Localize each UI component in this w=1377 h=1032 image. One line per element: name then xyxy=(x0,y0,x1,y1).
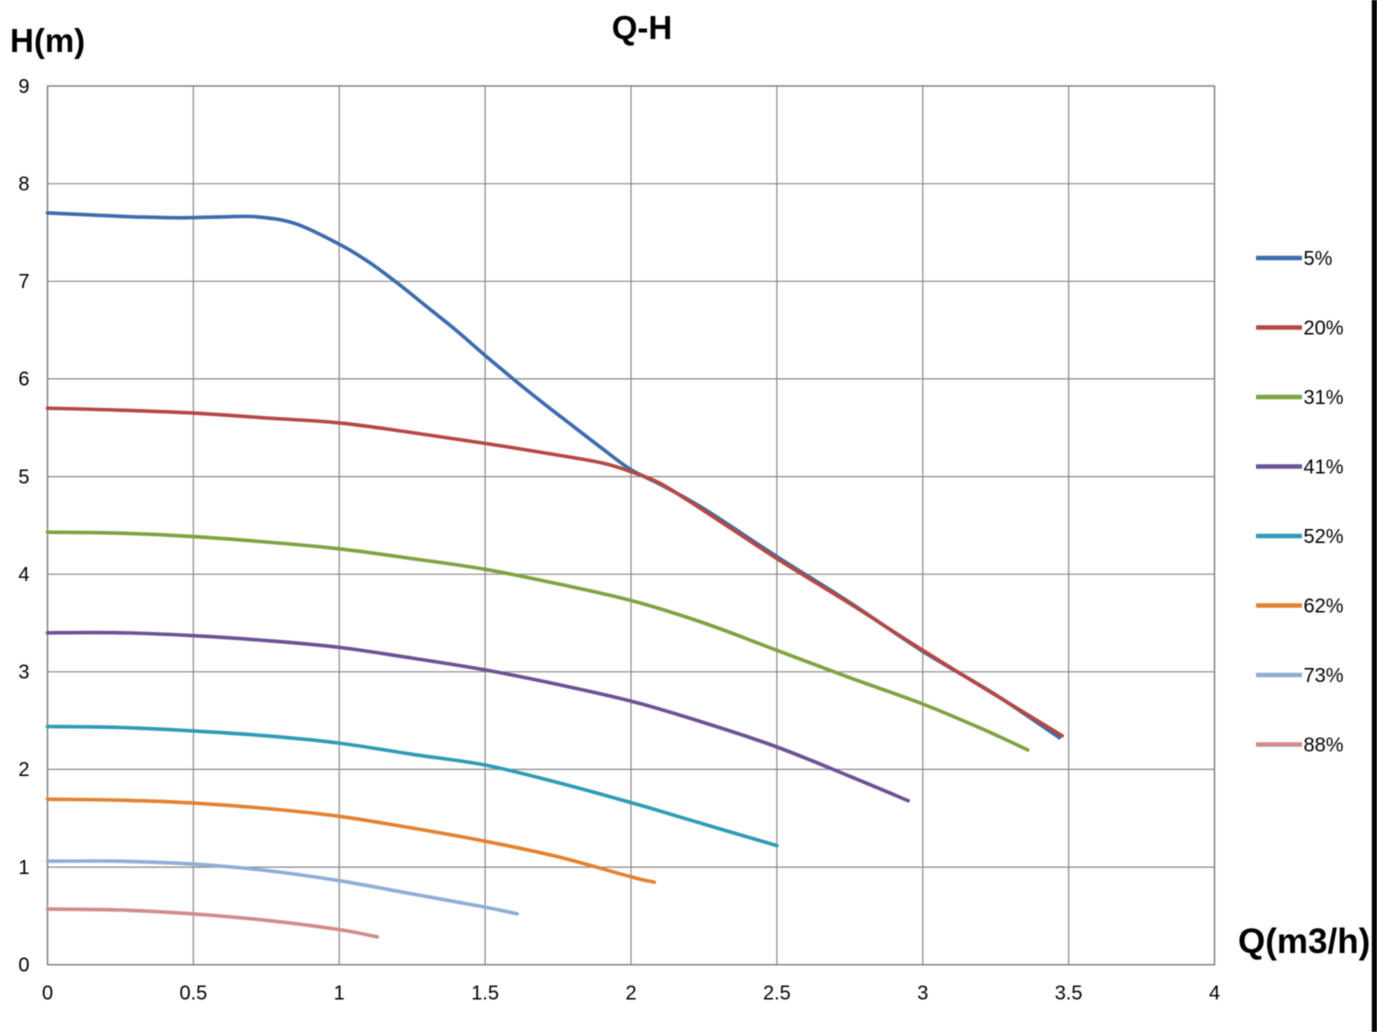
svg-text:41%: 41% xyxy=(1304,457,1344,479)
svg-text:4: 4 xyxy=(18,564,29,586)
svg-text:62%: 62% xyxy=(1304,596,1344,618)
svg-text:20%: 20% xyxy=(1304,318,1344,340)
svg-text:0: 0 xyxy=(42,983,53,1005)
svg-text:3.5: 3.5 xyxy=(1055,983,1083,1005)
svg-text:0.5: 0.5 xyxy=(179,983,207,1005)
svg-text:4: 4 xyxy=(1209,983,1220,1005)
svg-text:52%: 52% xyxy=(1304,526,1344,548)
svg-text:2.5: 2.5 xyxy=(763,983,791,1005)
svg-text:0: 0 xyxy=(18,955,29,977)
svg-text:7: 7 xyxy=(18,271,29,293)
svg-text:88%: 88% xyxy=(1304,735,1344,757)
svg-text:1: 1 xyxy=(334,983,345,1005)
svg-text:8: 8 xyxy=(18,174,29,196)
svg-text:5%: 5% xyxy=(1304,248,1333,270)
svg-text:H(m): H(m) xyxy=(10,22,85,59)
svg-text:2: 2 xyxy=(18,759,29,781)
svg-text:Q(m3/h): Q(m3/h) xyxy=(1238,922,1370,961)
svg-text:Q-H: Q-H xyxy=(612,9,673,46)
svg-text:1.5: 1.5 xyxy=(471,983,499,1005)
svg-text:6: 6 xyxy=(18,369,29,391)
svg-text:1: 1 xyxy=(18,857,29,879)
svg-text:2: 2 xyxy=(625,983,636,1005)
svg-text:5: 5 xyxy=(18,466,29,488)
svg-text:3: 3 xyxy=(18,662,29,684)
svg-text:73%: 73% xyxy=(1304,665,1344,687)
svg-text:3: 3 xyxy=(917,983,928,1005)
svg-text:9: 9 xyxy=(18,76,29,98)
svg-text:31%: 31% xyxy=(1304,387,1344,409)
